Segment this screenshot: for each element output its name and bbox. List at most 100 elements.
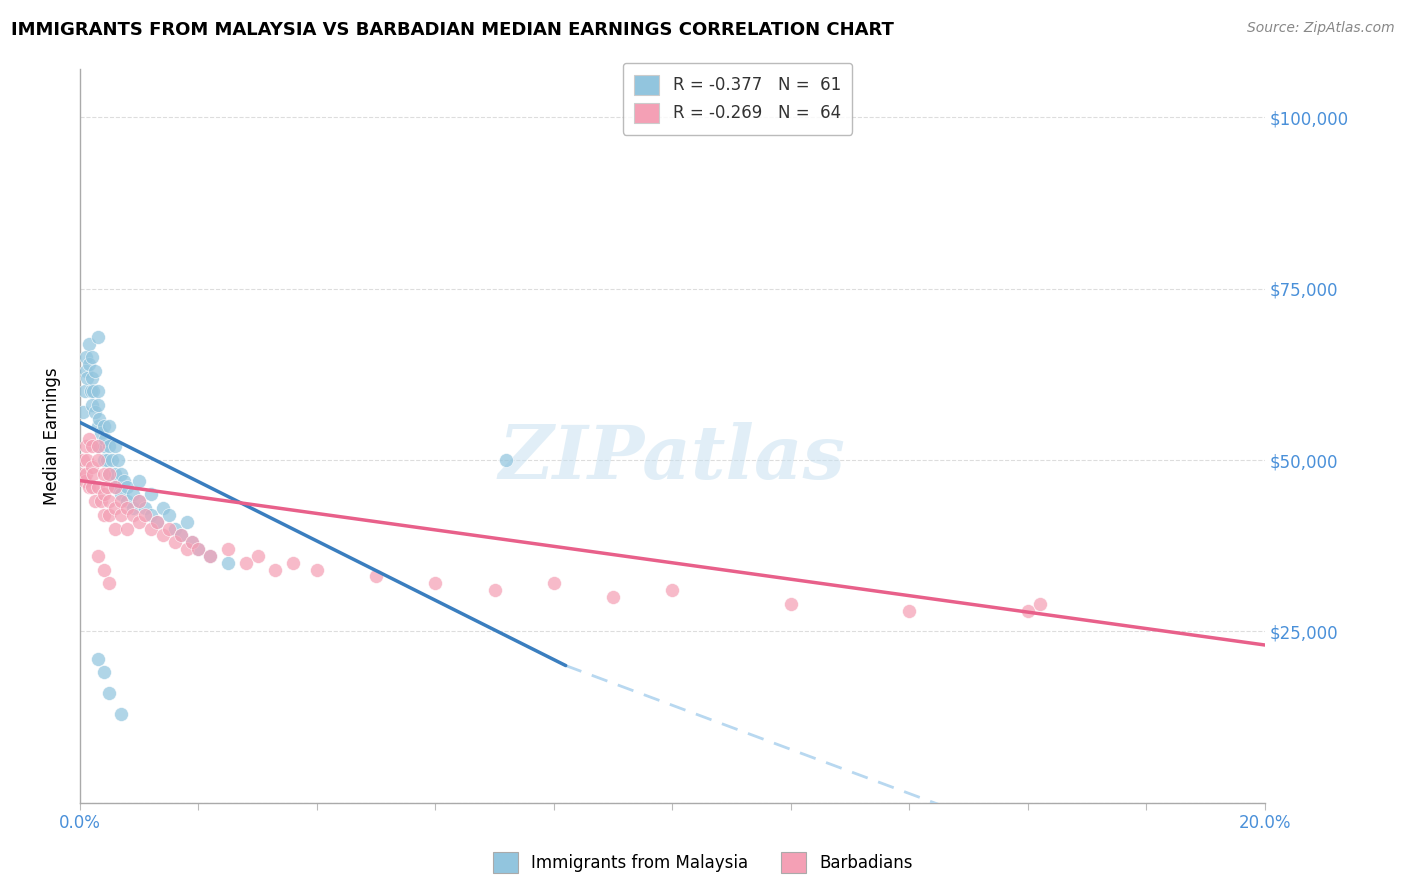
Point xyxy=(139,487,162,501)
Legend: Immigrants from Malaysia, Barbadians: Immigrants from Malaysia, Barbadians xyxy=(486,846,920,880)
Point xyxy=(1017,604,1039,618)
Point xyxy=(72,453,94,467)
Point xyxy=(87,412,110,426)
Point xyxy=(86,439,108,453)
Point xyxy=(169,528,191,542)
Point xyxy=(80,439,103,453)
Point xyxy=(82,384,104,399)
Point xyxy=(90,425,112,440)
Point xyxy=(898,604,921,618)
Point xyxy=(80,350,103,364)
Point xyxy=(112,474,135,488)
Point xyxy=(73,384,96,399)
Point xyxy=(83,494,105,508)
Point xyxy=(101,453,124,467)
Point xyxy=(110,706,132,721)
Point xyxy=(80,480,103,494)
Point xyxy=(117,500,139,515)
Point xyxy=(75,364,97,378)
Point xyxy=(98,467,121,481)
Point xyxy=(93,418,115,433)
Point xyxy=(73,474,96,488)
Point xyxy=(217,542,239,557)
Point xyxy=(134,500,156,515)
Point xyxy=(72,405,94,419)
Point xyxy=(181,535,204,549)
Point xyxy=(176,542,198,557)
Point xyxy=(200,549,222,563)
Point xyxy=(93,665,115,680)
Point xyxy=(98,439,121,453)
Point xyxy=(104,522,127,536)
Point xyxy=(96,480,118,494)
Point xyxy=(139,508,162,522)
Point xyxy=(217,556,239,570)
Point xyxy=(163,535,186,549)
Point xyxy=(90,494,112,508)
Point xyxy=(104,480,127,494)
Point xyxy=(86,329,108,343)
Point xyxy=(425,576,447,591)
Point xyxy=(76,371,98,385)
Point xyxy=(246,549,269,563)
Point xyxy=(235,556,257,570)
Point xyxy=(86,384,108,399)
Point xyxy=(93,439,115,453)
Point xyxy=(98,418,121,433)
Point xyxy=(86,651,108,665)
Point xyxy=(146,515,169,529)
Point xyxy=(93,453,115,467)
Point xyxy=(98,467,121,481)
Point xyxy=(187,542,209,557)
Point xyxy=(495,453,517,467)
Point xyxy=(94,433,117,447)
Point xyxy=(139,522,162,536)
Point xyxy=(77,336,100,351)
Point xyxy=(602,590,624,604)
Point xyxy=(75,467,97,481)
Point xyxy=(86,453,108,467)
Text: IMMIGRANTS FROM MALAYSIA VS BARBADIAN MEDIAN EARNINGS CORRELATION CHART: IMMIGRANTS FROM MALAYSIA VS BARBADIAN ME… xyxy=(11,21,894,38)
Point xyxy=(163,522,186,536)
Point xyxy=(86,398,108,412)
Point xyxy=(70,467,93,481)
Point xyxy=(543,576,565,591)
Point xyxy=(122,508,145,522)
Point xyxy=(187,542,209,557)
Point xyxy=(264,563,287,577)
Point xyxy=(80,398,103,412)
Point xyxy=(83,405,105,419)
Point xyxy=(86,549,108,563)
Point xyxy=(176,515,198,529)
Point xyxy=(104,439,127,453)
Point xyxy=(146,515,169,529)
Point xyxy=(128,474,150,488)
Point xyxy=(77,433,100,447)
Text: Source: ZipAtlas.com: Source: ZipAtlas.com xyxy=(1247,21,1395,35)
Point xyxy=(110,494,132,508)
Point xyxy=(122,487,145,501)
Point xyxy=(107,453,129,467)
Y-axis label: Median Earnings: Median Earnings xyxy=(44,368,60,505)
Point xyxy=(110,487,132,501)
Point xyxy=(157,508,180,522)
Point xyxy=(283,556,305,570)
Point xyxy=(86,439,108,453)
Point xyxy=(128,515,150,529)
Point xyxy=(77,357,100,371)
Point xyxy=(77,480,100,494)
Point xyxy=(80,371,103,385)
Point xyxy=(86,480,108,494)
Point xyxy=(93,467,115,481)
Point xyxy=(117,522,139,536)
Point xyxy=(104,467,127,481)
Point xyxy=(79,384,101,399)
Point xyxy=(93,563,115,577)
Point xyxy=(779,597,801,611)
Point xyxy=(152,528,174,542)
Point xyxy=(96,453,118,467)
Point xyxy=(75,350,97,364)
Point xyxy=(98,508,121,522)
Point xyxy=(305,563,328,577)
Point xyxy=(80,459,103,474)
